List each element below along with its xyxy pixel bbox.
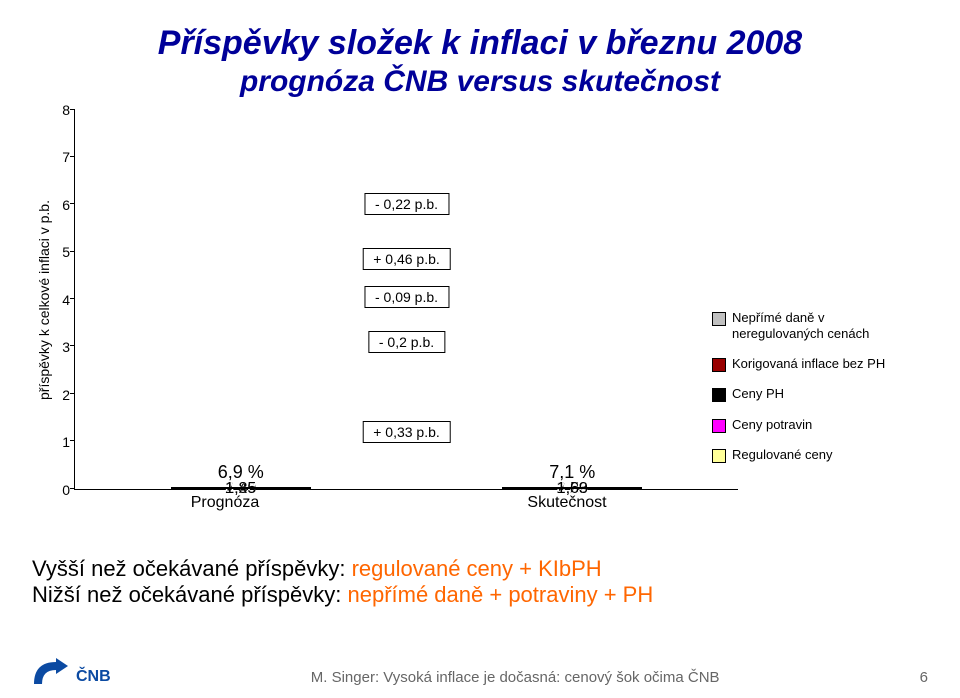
y-tick-mark	[70, 251, 75, 252]
summary-line-1: Vyšší než očekávané příspěvky: regulovan…	[32, 556, 928, 582]
legend-swatch	[712, 419, 726, 433]
cnb-logo-text: ČNB	[76, 668, 111, 686]
summary-line-1-highlight: regulované ceny + KIbPH	[352, 556, 602, 581]
y-axis-ticks: 012345678	[52, 110, 74, 490]
x-tick-label: Prognóza	[191, 494, 260, 512]
y-tick-mark	[70, 488, 75, 489]
y-tick-mark	[70, 156, 75, 157]
y-tick-label: 3	[62, 339, 70, 355]
diff-label: + 0,33 p.b.	[362, 421, 451, 443]
y-tick-mark	[70, 345, 75, 346]
x-axis-labels: Prognóza Skutečnost	[54, 490, 738, 516]
title-line-2: prognóza ČNB versus skutečnost	[32, 65, 928, 100]
chart: příspěvky k celkové inflaci v p.b. 01234…	[32, 110, 928, 490]
legend-swatch	[712, 358, 726, 372]
page-number: 6	[920, 669, 928, 686]
footer: ČNB M. Singer: Vysoká inflace je dočasná…	[32, 656, 928, 686]
y-tick-mark	[70, 393, 75, 394]
plot-area: 2,261,490,560,681,856,9 %2,591,290,471,1…	[74, 110, 738, 490]
bar-total-label: 6,9 %	[218, 462, 264, 483]
legend-label: Ceny PH	[732, 386, 784, 402]
y-tick-mark	[70, 298, 75, 299]
y-tick-mark	[70, 203, 75, 204]
y-tick-label: 2	[62, 387, 70, 403]
y-tick-mark	[70, 440, 75, 441]
legend-item: Regulované ceny	[712, 447, 892, 463]
summary-line-2-highlight: nepřímé daně + potraviny + PH	[347, 582, 653, 607]
cnb-logo: ČNB	[32, 656, 111, 686]
footer-text: M. Singer: Vysoká inflace je dočasná: ce…	[311, 669, 720, 686]
legend-item: Ceny PH	[712, 386, 892, 402]
legend-item: Ceny potravin	[712, 417, 892, 433]
legend-label: Ceny potravin	[732, 417, 812, 433]
y-tick-mark	[70, 109, 75, 110]
slide-title: Příspěvky složek k inflaci v březnu 2008…	[32, 24, 928, 100]
legend-swatch	[712, 388, 726, 402]
y-tick-label: 6	[62, 197, 70, 213]
summary-text: Vyšší než očekávané příspěvky: regulovan…	[32, 556, 928, 608]
y-tick-label: 1	[62, 434, 70, 450]
legend-item: Korigovaná inflace bez PH	[712, 356, 892, 372]
x-tick-label: Skutečnost	[527, 494, 606, 512]
y-axis-label: příspěvky k celkové inflaci v p.b.	[32, 200, 52, 400]
title-line-1: Příspěvky složek k inflaci v březnu 2008	[32, 24, 928, 63]
legend-label: Korigovaná inflace bez PH	[732, 356, 885, 372]
cnb-logo-icon	[32, 656, 70, 686]
summary-line-1-prefix: Vyšší než očekávané příspěvky:	[32, 556, 352, 581]
legend-label: Nepřímé daně v neregulovaných cenách	[732, 310, 892, 343]
legend: Nepřímé daně v neregulovaných cenách Kori…	[712, 310, 892, 478]
diff-label: - 0,22 p.b.	[364, 193, 449, 215]
y-tick-label: 8	[62, 102, 70, 118]
y-tick-label: 7	[62, 149, 70, 165]
y-tick-label: 4	[62, 292, 70, 308]
y-tick-label: 5	[62, 244, 70, 260]
legend-swatch	[712, 312, 726, 326]
legend-label: Regulované ceny	[732, 447, 832, 463]
diff-label: - 0,2 p.b.	[368, 331, 445, 353]
summary-line-2-prefix: Nižší než očekávané příspěvky:	[32, 582, 347, 607]
summary-line-2: Nižší než očekávané příspěvky: nepřímé d…	[32, 582, 928, 608]
diff-label: + 0,46 p.b.	[362, 248, 451, 270]
diff-label: - 0,09 p.b.	[364, 286, 449, 308]
bar-total-label: 7,1 %	[549, 462, 595, 483]
legend-swatch	[712, 449, 726, 463]
legend-item: Nepřímé daně v neregulovaných cenách	[712, 310, 892, 343]
